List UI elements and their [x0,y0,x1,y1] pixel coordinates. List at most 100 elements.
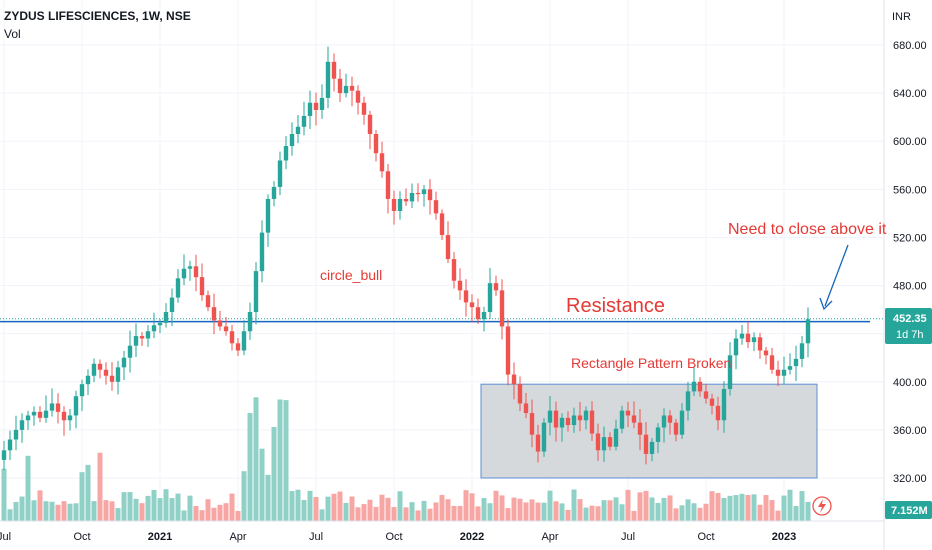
volume-bar [115,508,121,521]
volume-bar [685,499,691,521]
candle [211,293,217,335]
volume-bar [157,498,163,521]
volume-bar [481,498,487,521]
volume-bar [505,508,511,521]
volume-bar [385,497,391,521]
candle [343,73,349,98]
candle [115,360,121,395]
volume-bar [793,505,799,521]
volume-bar [451,505,457,521]
volume-bar [337,491,343,521]
volume-bar [169,498,175,521]
volume-bar [457,505,463,521]
candle [541,418,547,457]
candle [151,312,157,339]
volume-bar [7,509,13,521]
volume-bar [355,507,361,521]
candle [625,401,631,428]
x-tick-label: Oct [697,531,714,543]
annotation-rectangle: Rectangle Pattern Broken [571,355,731,371]
candle [553,401,559,442]
candle [547,395,553,436]
volume-bar [475,506,481,521]
volume-bar [265,474,271,521]
candle [433,191,439,220]
volume-bar [13,501,19,521]
candle [757,332,763,359]
volume-bar [787,489,793,521]
x-tick-label: Oct [385,531,402,543]
candle [319,84,325,119]
x-tick-label: Jul [0,531,11,543]
volume-bar [757,504,763,521]
candle [271,181,277,207]
flash-icon[interactable] [812,496,832,516]
volume-bar [577,499,583,521]
candle [475,298,481,324]
candle [643,422,649,465]
volume-bar [403,507,409,521]
candle [223,316,229,336]
volume-bar [655,502,661,521]
chart-title: ZYDUS LIFESCIENCES, 1W, NSE [4,9,191,23]
y-axis: 320.00360.00400.00440.00480.00520.00560.… [893,40,927,485]
candle [655,423,661,454]
annotation-arrow [819,244,849,311]
candle [277,151,283,196]
candle [667,410,673,435]
candle [481,306,487,332]
volume-bar [67,503,73,521]
x-tick-label: 2022 [460,531,484,543]
candle [583,406,589,430]
volume-bar [295,489,301,521]
volume-bar [253,397,259,521]
candle [529,399,535,448]
volume-bar [619,504,625,521]
y-tick-label: 480.00 [893,281,927,293]
annotation-circle-bull: circle_bull [320,267,382,283]
volume-bar [535,502,541,521]
volume-bar [529,499,535,521]
candle [415,183,421,202]
candle [181,254,187,286]
candle [331,53,337,92]
y-tick-label: 680.00 [893,40,927,52]
candle [517,376,523,412]
candle [241,320,247,356]
candle [67,409,73,431]
volume-bar [589,505,595,521]
volume-bar [151,489,157,521]
volume-bar [439,494,445,521]
candle [793,345,799,381]
candle [775,360,781,386]
volume-bar [145,495,151,521]
volume-bar [631,510,637,521]
volume-bar [301,500,307,521]
candle [43,395,49,423]
y-tick-label: 560.00 [893,184,927,196]
volume-bar [667,495,673,521]
volume-bar [421,500,427,521]
candle [97,359,103,379]
x-tick-label: Apr [541,531,558,543]
y-tick-label: 640.00 [893,88,927,100]
candle [733,329,739,370]
candle [229,324,235,351]
volume-bar [271,426,277,521]
volume-bar [595,506,601,521]
volume-bar [31,500,37,521]
candle [385,164,391,214]
candle [391,190,397,225]
candle [445,221,451,264]
x-tick-label: Oct [73,531,90,543]
volume-bar [211,507,217,521]
candle [361,96,367,125]
volume-bar [463,490,469,521]
volume-bar [241,471,247,521]
volume-bar [73,503,79,521]
annotation-close-above: Need to close above it [728,221,887,238]
volume-bar [283,400,289,521]
volume-bar [379,494,385,521]
y-tick-label: 360.00 [893,425,927,437]
